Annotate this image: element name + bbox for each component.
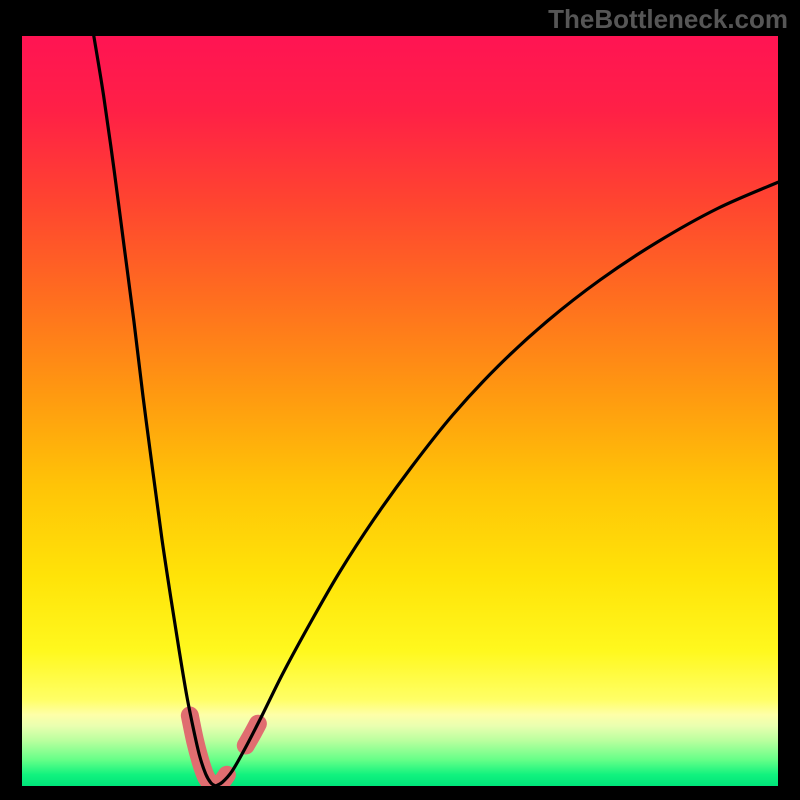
marker-left_cluster	[190, 716, 227, 787]
curve-right_branch	[216, 182, 778, 786]
curve-left_branch	[94, 36, 216, 786]
chart-overlay	[0, 0, 800, 800]
watermark-text: TheBottleneck.com	[548, 4, 788, 35]
stage: TheBottleneck.com	[0, 0, 800, 800]
